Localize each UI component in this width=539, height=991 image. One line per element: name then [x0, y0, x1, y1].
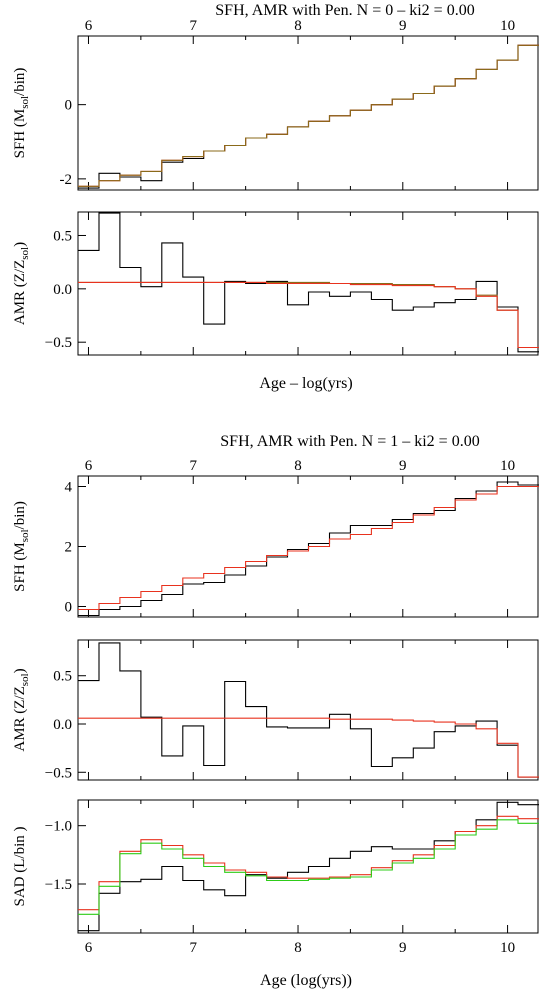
y-tick-label: −0.5: [45, 765, 72, 781]
y-axis-label: AMR (Z/Zsol): [12, 668, 31, 751]
series-black-line: [78, 44, 539, 189]
plot-frame: [77, 35, 539, 191]
y-axis-label: SAD (L/bin ): [12, 827, 28, 907]
y-tick-label: 0.5: [53, 669, 72, 685]
x-tick-label: 8: [294, 18, 302, 34]
series-green-line: [78, 819, 539, 915]
y-axis-label: SFH (Msol/bin): [12, 68, 31, 159]
y-tick-label: 0.5: [53, 228, 72, 244]
x-tick-label: 7: [190, 458, 198, 474]
chart-panels: 6 7 8 9 10 -2 0 SFH (Msol/bin) 0.5 0.0 −0.5 AMR (Z/…: [12, 18, 539, 956]
series-red-line: [78, 44, 539, 187]
y-tick-label: 0.0: [53, 282, 72, 298]
plot-frame: [77, 639, 539, 781]
plot-frame: [77, 211, 539, 356]
panel-n1-sfh: 6 7 8 9 10 4 2 0 SFH (Msol/bin): [12, 458, 539, 618]
panel-n0-amr: 0.5 0.0 −0.5 AMR (Z/Zsol): [12, 211, 539, 356]
x-tick-label: 10: [500, 458, 515, 474]
y-tick-label: 0: [65, 98, 73, 114]
series-olive-line: [78, 44, 539, 187]
series-red-line: [78, 815, 539, 911]
y-tick-label: −1.0: [45, 819, 72, 835]
series-black-line: [78, 212, 539, 353]
series-red-line: [78, 717, 539, 778]
y-tick-label: 2: [65, 540, 73, 556]
x-tick-label: 6: [85, 940, 93, 956]
panel-n1-amr: 0.5 0.0 −0.5 AMR (Z/Zsol): [12, 639, 539, 781]
y-tick-label: 0: [65, 600, 73, 616]
series-black-line: [78, 642, 539, 778]
x-tick-label: 9: [399, 458, 407, 474]
x-tick-label: 7: [190, 940, 198, 956]
x-tick-label: 6: [85, 458, 93, 474]
top-figure-xlabel: Age – log(yrs): [259, 375, 352, 392]
y-tick-label: −1.5: [45, 877, 72, 893]
series-black-line: [78, 801, 539, 932]
y-tick-label: 0.0: [53, 717, 72, 733]
panel-n1-sad: 6 7 8 9 10 −1.0 −1.5 SAD (L/bin ): [12, 799, 539, 956]
bottom-figure-xlabel: Age (log(yrs)): [260, 972, 352, 989]
bottom-figure-title: SFH, AMR with Pen. N = 1 – ki2 = 0.00: [220, 433, 479, 450]
series-red-line: [78, 485, 539, 611]
x-tick-label: 8: [294, 940, 302, 956]
y-tick-label: -2: [60, 172, 73, 188]
x-tick-label: 9: [399, 18, 407, 34]
plot-frame: [77, 799, 539, 934]
series-red-line: [78, 281, 539, 349]
panel-n0-sfh: 6 7 8 9 10 -2 0 SFH (Msol/bin): [12, 18, 539, 191]
x-tick-label: 8: [294, 458, 302, 474]
y-axis-label: SFH (Msol/bin): [12, 501, 31, 592]
x-tick-label: 7: [190, 18, 198, 34]
x-tick-label: 10: [500, 940, 515, 956]
y-axis-label: AMR (Z/Zsol): [12, 242, 31, 325]
x-tick-label: 6: [85, 18, 93, 34]
x-tick-label: 10: [500, 18, 515, 34]
x-tick-label: 9: [399, 940, 407, 956]
y-tick-label: −0.5: [45, 335, 72, 351]
top-figure-title: SFH, AMR with Pen. N = 0 – ki2 = 0.00: [215, 2, 474, 19]
y-tick-label: 4: [65, 480, 73, 496]
